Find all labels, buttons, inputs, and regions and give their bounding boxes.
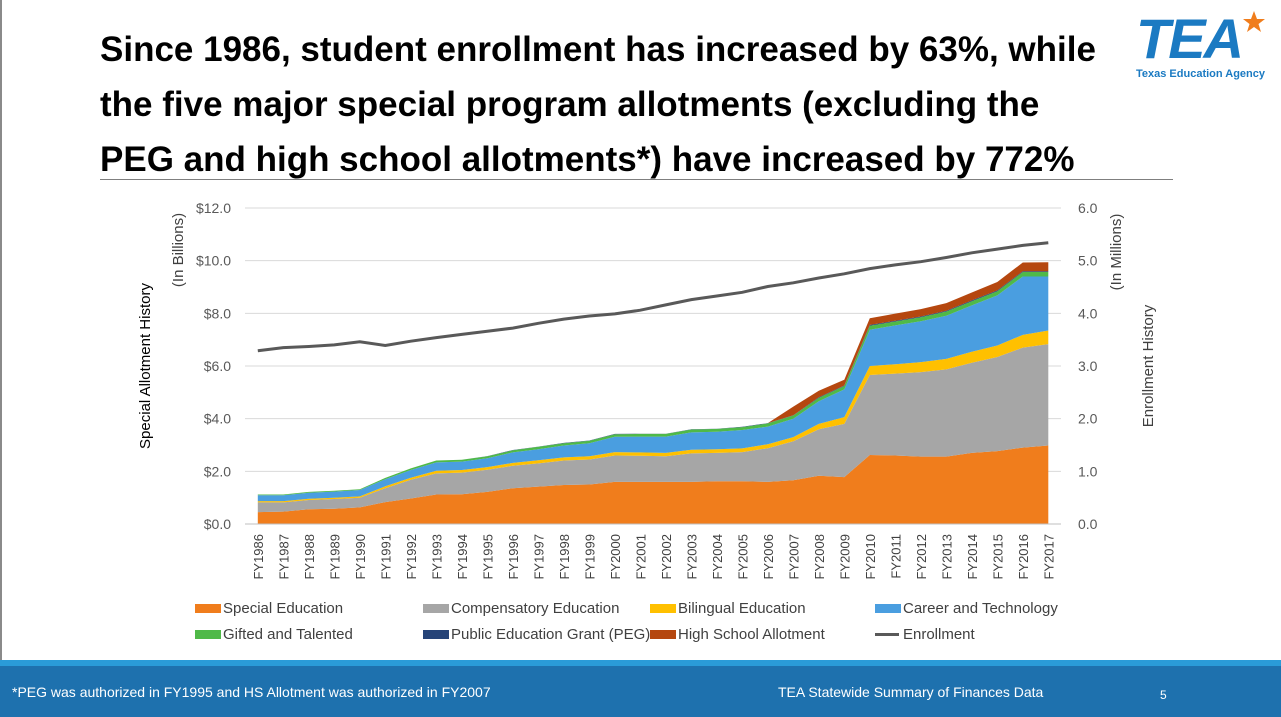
legend-swatch (195, 604, 221, 613)
x-tick-label: FY2012 (914, 534, 929, 580)
y-right-tick-label: 4.0 (1078, 305, 1098, 321)
legend-swatch (423, 630, 449, 639)
legend-label: Public Education Grant (PEG) (451, 626, 651, 643)
x-tick-label: FY1996 (506, 534, 521, 580)
x-tick-label: FY1999 (582, 534, 597, 580)
x-tick-label: FY2006 (761, 534, 776, 580)
y-right-tick-label: 1.0 (1078, 463, 1098, 479)
legend-item-career-and-technology: Career and Technology (875, 600, 1058, 617)
y-right-tick-label: 2.0 (1078, 411, 1098, 427)
tea-logo: TEA Texas Education Agency (1130, 7, 1275, 85)
x-tick-label: FY1986 (251, 534, 266, 580)
legend-item-public-education-grant-peg-: Public Education Grant (PEG) (423, 626, 650, 643)
x-tick-label: FY2010 (863, 534, 878, 580)
x-tick-label: FY1998 (557, 534, 572, 580)
y-right-tick-label: 3.0 (1078, 358, 1098, 374)
legend-label: Enrollment (903, 626, 975, 643)
x-tick-label: FY2008 (812, 534, 827, 580)
left-border (0, 0, 2, 665)
legend-swatch (423, 604, 449, 613)
y-right-tick-label: 5.0 (1078, 253, 1098, 269)
x-tick-label: FY2007 (786, 534, 801, 580)
area-series-special-education (257, 445, 1049, 524)
y-right-tick-label: 6.0 (1078, 200, 1098, 216)
x-tick-label: FY2000 (608, 534, 623, 580)
x-tick-label: FY2016 (1016, 534, 1031, 580)
y-left-tick-label: $0.0 (204, 516, 231, 532)
legend-swatch (650, 630, 676, 639)
legend-label: Bilingual Education (678, 600, 806, 617)
x-tick-label: FY1992 (404, 534, 419, 580)
page-number: 5 (1160, 688, 1167, 702)
y-left-tick-label: $2.0 (204, 463, 231, 479)
x-tick-label: FY1993 (429, 534, 444, 580)
legend-swatch (875, 633, 899, 636)
x-tick-label: FY2003 (684, 534, 699, 580)
x-tick-label: FY2001 (633, 534, 648, 580)
legend-item-gifted-and-talented: Gifted and Talented (195, 626, 353, 643)
x-tick-label: FY1995 (480, 534, 495, 580)
x-tick-label: FY2014 (965, 534, 980, 580)
x-tick-label: FY2009 (837, 534, 852, 580)
legend-label: Career and Technology (903, 600, 1058, 617)
legend-item-enrollment: Enrollment (875, 626, 975, 643)
x-tick-label: FY2011 (888, 534, 903, 579)
x-tick-label: FY2005 (735, 534, 750, 580)
y-right-axis-units: (In Millions) (1108, 214, 1125, 291)
legend-swatch (875, 604, 901, 613)
y-left-axis-units: (In Billions) (170, 213, 187, 287)
legend-item-compensatory-education: Compensatory Education (423, 600, 619, 617)
chart-legend: Special Education Compensatory Education B… (195, 600, 1095, 650)
legend-item-high-school-allotment: High School Allotment (650, 626, 825, 643)
x-tick-label: FY1989 (327, 534, 342, 580)
x-tick-label: FY2004 (710, 534, 725, 580)
footnote: *PEG was authorized in FY1995 and HS All… (12, 684, 491, 700)
logo-star-icon (1243, 11, 1265, 32)
y-right-axis-title: Enrollment History (1140, 304, 1157, 427)
legend-swatch (195, 630, 221, 639)
x-tick-label: FY1997 (531, 534, 546, 580)
legend-label: Gifted and Talented (223, 626, 353, 643)
legend-swatch (650, 604, 676, 613)
legend-label: Special Education (223, 600, 344, 617)
y-left-tick-label: $10.0 (196, 253, 231, 269)
y-left-tick-label: $6.0 (204, 358, 231, 374)
x-tick-label: FY2002 (659, 534, 674, 580)
footer-accent-bar (0, 660, 1281, 666)
logo-wordmark: TEA (1136, 7, 1244, 70)
x-tick-label: FY1990 (353, 534, 368, 580)
x-tick-label: FY2013 (939, 534, 954, 580)
y-right-tick-label: 0.0 (1078, 516, 1098, 532)
x-tick-label: FY2015 (990, 534, 1005, 580)
slide-title: Since 1986, student enrollment has incre… (100, 30, 1096, 179)
title-divider (100, 179, 1173, 180)
x-tick-label: FY1991 (378, 534, 393, 580)
data-source: TEA Statewide Summary of Finances Data (778, 684, 1044, 700)
x-tick-label: FY2017 (1041, 534, 1056, 580)
legend-label: Compensatory Education (451, 600, 620, 617)
y-left-tick-label: $8.0 (204, 305, 231, 321)
area-series-compensatory-education (257, 344, 1049, 513)
legend-item-special-education: Special Education (195, 600, 343, 617)
allotment-enrollment-chart: $0.0 $2.0 $4.0 $6.0 $8.0 $10.0 $12.0 0.0 1.0 2.0 3… (137, 200, 1157, 580)
y-left-tick-label: $12.0 (196, 200, 231, 216)
y-left-tick-label: $4.0 (204, 411, 231, 427)
footer-bar: *PEG was authorized in FY1995 and HS All… (0, 666, 1281, 717)
line-series-enrollment (257, 241, 1049, 353)
y-left-axis-title: Special Allotment History (137, 283, 154, 449)
x-tick-label: FY1988 (302, 534, 317, 580)
x-tick-label: FY1994 (455, 534, 470, 580)
legend-item-bilingual-education: Bilingual Education (650, 600, 806, 617)
legend-label: High School Allotment (678, 626, 825, 643)
logo-subtitle: Texas Education Agency (1136, 68, 1265, 80)
x-tick-label: FY1987 (276, 534, 291, 580)
